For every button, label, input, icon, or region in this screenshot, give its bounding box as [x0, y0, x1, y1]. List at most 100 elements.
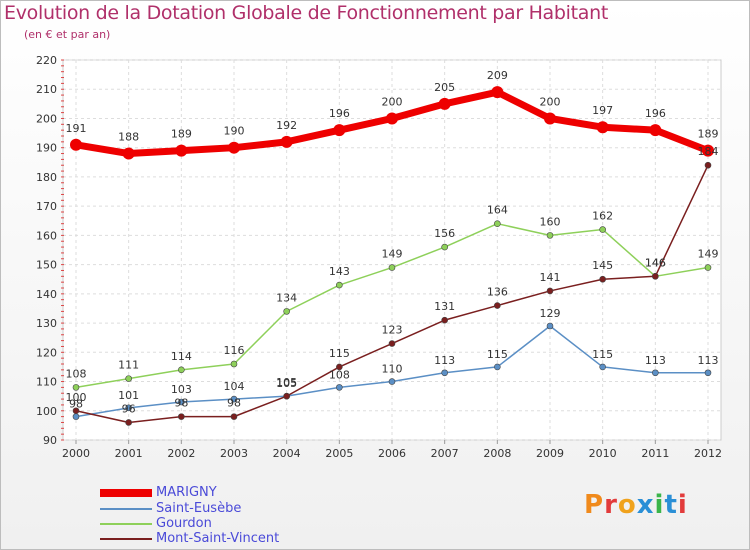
data-label: 164: [487, 204, 508, 217]
data-label: 189: [698, 128, 719, 141]
x-tick-label: 2007: [431, 447, 459, 460]
data-label: 146: [645, 256, 666, 269]
data-label: 189: [171, 128, 192, 141]
data-point: [599, 363, 606, 371]
y-tick-label: 120: [36, 346, 57, 359]
data-point: [178, 366, 185, 374]
y-tick-label: 210: [36, 83, 57, 96]
chart-subtitle: (en € et par an): [24, 28, 111, 41]
legend-swatch: [100, 488, 152, 497]
data-point: [652, 273, 659, 280]
data-label: 114: [171, 350, 192, 363]
data-label: 98: [227, 397, 241, 410]
data-label: 98: [174, 397, 188, 410]
data-point: [280, 135, 293, 148]
legend-label: Saint-Eusèbe: [156, 501, 242, 516]
data-point: [336, 363, 343, 371]
logo-letter: t: [664, 490, 678, 520]
data-label: 162: [592, 210, 613, 223]
data-point: [72, 384, 80, 391]
data-point: [333, 124, 346, 137]
data-point: [491, 86, 504, 99]
data-point: [599, 226, 606, 233]
data-point: [125, 375, 132, 382]
data-label: 141: [540, 271, 561, 284]
y-tick-label: 130: [36, 317, 57, 330]
data-point: [228, 141, 240, 154]
data-label: 136: [487, 286, 508, 299]
data-label: 143: [329, 265, 350, 278]
data-point: [336, 384, 343, 391]
data-point: [494, 220, 501, 227]
x-tick-label: 2005: [325, 447, 353, 460]
data-point: [230, 360, 238, 368]
data-point: [494, 363, 501, 371]
legend-swatch: [100, 537, 152, 540]
logo-letter: r: [604, 490, 618, 520]
data-label: 105: [276, 376, 297, 389]
data-label: 191: [66, 122, 87, 135]
x-tick-label: 2008: [483, 447, 511, 460]
legend-label: MARIGNY: [156, 485, 217, 500]
data-point: [178, 413, 185, 420]
data-label: 116: [224, 344, 245, 357]
data-point: [230, 395, 238, 403]
data-point: [704, 369, 712, 377]
data-label: 205: [434, 81, 455, 94]
data-point: [438, 97, 451, 110]
data-label: 113: [645, 354, 666, 367]
data-label: 200: [382, 95, 403, 108]
data-label: 149: [382, 248, 403, 261]
legend-item: Mont-Saint-Vincent: [100, 532, 279, 545]
logo-letter: o: [617, 490, 637, 520]
data-point: [283, 392, 290, 400]
legend-item: MARIGNY: [100, 486, 217, 499]
data-label: 188: [118, 131, 139, 144]
data-label: 104: [224, 380, 245, 393]
legend-label: Gourdon: [156, 516, 212, 531]
data-point: [494, 302, 501, 309]
x-tick-label: 2009: [536, 447, 564, 460]
logo-letter: P: [584, 490, 605, 520]
data-label: 100: [66, 391, 87, 404]
data-label: 110: [382, 363, 403, 376]
data-point: [70, 138, 82, 151]
data-point: [122, 147, 135, 160]
data-point: [546, 287, 554, 295]
x-tick-label: 2000: [62, 447, 90, 460]
x-tick-label: 2006: [378, 447, 406, 460]
data-label: 103: [171, 383, 192, 396]
data-label: 134: [276, 291, 297, 304]
data-point: [702, 144, 714, 157]
x-tick-label: 2002: [167, 447, 195, 460]
y-tick-label: 220: [36, 54, 57, 67]
data-label: 115: [487, 348, 508, 361]
x-tick-label: 2011: [641, 447, 669, 460]
data-label: 101: [118, 389, 139, 402]
y-tick-label: 150: [36, 259, 57, 272]
y-tick-label: 200: [36, 112, 57, 125]
y-tick-label: 170: [36, 200, 57, 213]
data-point: [544, 112, 556, 125]
data-point: [704, 264, 712, 271]
y-tick-label: 190: [36, 142, 57, 155]
proxiti-logo: Proxiti: [584, 490, 688, 520]
data-point: [386, 112, 398, 125]
x-tick-label: 2003: [220, 447, 248, 460]
legend-item: Gourdon: [100, 517, 212, 530]
data-point: [546, 322, 554, 330]
x-tick-label: 2004: [273, 447, 301, 460]
data-point: [441, 316, 448, 324]
logo-letter: x: [636, 490, 655, 520]
data-label: 146: [645, 256, 666, 269]
data-label: 196: [645, 107, 666, 120]
data-point: [599, 275, 606, 283]
data-label: 197: [592, 104, 613, 117]
data-point: [72, 407, 80, 415]
data-point: [441, 243, 448, 251]
data-label: 105: [276, 377, 297, 390]
data-label: 113: [434, 354, 455, 367]
x-tick-label: 2012: [694, 447, 722, 460]
logo-letter: i: [677, 490, 688, 520]
legend-label: Mont-Saint-Vincent: [156, 531, 280, 546]
